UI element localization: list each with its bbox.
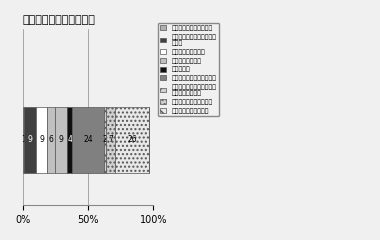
Text: 触覚系　気になるところ: 触覚系 気になるところ — [23, 15, 95, 25]
Bar — [48, 107, 55, 173]
Text: 9: 9 — [59, 135, 63, 144]
Text: 26: 26 — [128, 135, 137, 144]
Text: 9: 9 — [39, 135, 44, 144]
Bar — [55, 107, 67, 173]
Legend: 抱っこやおんぶを嫌がる, 必要以上に何でも手で触り
たがる, 良く物を口に入れる, 濡れるのを嫌がる, 水を怖がる, 鋏を使うことや工作が苦手, 強く押されたり: 抱っこやおんぶを嫌がる, 必要以上に何でも手で触り たがる, 良く物を口に入れる… — [158, 23, 219, 116]
Bar — [106, 107, 116, 173]
Text: 4: 4 — [67, 135, 72, 144]
Text: 6: 6 — [49, 135, 54, 144]
Bar — [67, 107, 72, 173]
Text: 1: 1 — [21, 135, 26, 144]
Text: 9: 9 — [27, 135, 32, 144]
Text: 2: 2 — [103, 135, 107, 144]
Bar — [116, 107, 149, 173]
Bar — [23, 107, 24, 173]
Text: 24: 24 — [83, 135, 93, 144]
Bar — [104, 107, 106, 173]
Bar — [72, 107, 104, 173]
Text: 7: 7 — [108, 135, 113, 144]
Bar — [36, 107, 48, 173]
Bar — [24, 107, 36, 173]
